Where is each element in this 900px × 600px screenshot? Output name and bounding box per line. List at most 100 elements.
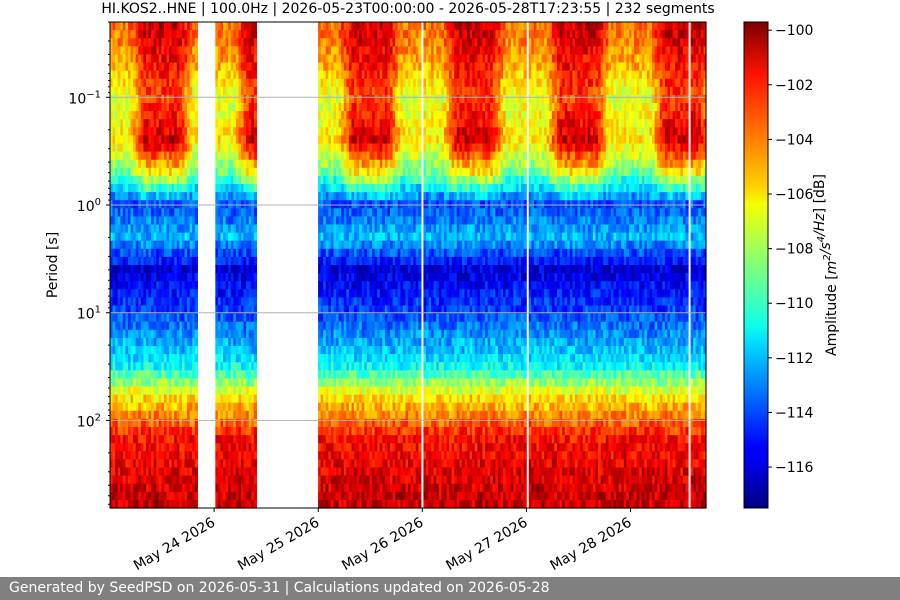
heatmap-cell xyxy=(194,394,198,404)
heatmap-cell xyxy=(153,273,157,282)
heatmap-cell xyxy=(325,78,329,88)
heatmap-cell xyxy=(122,305,127,315)
heatmap-cell xyxy=(171,208,175,217)
heatmap-cell xyxy=(187,184,191,193)
heatmap-cell xyxy=(328,362,332,371)
heatmap-cell xyxy=(143,346,147,355)
heatmap-cell xyxy=(243,30,247,39)
heatmap-cell xyxy=(181,30,186,39)
heatmap-cell xyxy=(176,167,180,177)
heatmap-cell xyxy=(156,256,160,266)
heatmap-cell xyxy=(112,151,116,161)
heatmap-cell xyxy=(246,240,250,250)
heatmap-cell xyxy=(228,103,232,112)
heatmap-cell xyxy=(338,394,342,404)
heatmap-cell xyxy=(135,297,139,307)
heatmap-cell xyxy=(110,499,114,509)
heatmap-cell xyxy=(115,30,119,39)
heatmap-cell xyxy=(333,410,337,420)
heatmap-cell xyxy=(166,184,170,193)
heatmap-cell xyxy=(166,224,170,234)
heatmap-cell xyxy=(158,78,162,88)
heatmap-cell xyxy=(117,378,121,388)
heatmap-cell xyxy=(243,256,247,266)
heatmap-cell xyxy=(140,321,144,331)
heatmap-cell xyxy=(230,386,234,396)
heatmap-cell xyxy=(325,321,329,331)
heatmap-cell xyxy=(130,46,134,55)
heatmap-cell xyxy=(225,167,229,177)
heatmap-cell xyxy=(187,346,191,355)
heatmap-cell xyxy=(361,297,365,307)
heatmap-cell xyxy=(217,491,222,501)
heatmap-cell xyxy=(333,289,337,298)
heatmap-cell xyxy=(359,337,363,347)
heatmap-cell xyxy=(348,175,353,185)
heatmap-cell xyxy=(348,216,353,226)
heatmap-cell xyxy=(122,483,127,493)
heatmap-cell xyxy=(169,410,173,420)
heatmap-cell xyxy=(192,451,196,460)
heatmap-cell xyxy=(364,119,368,128)
heatmap-cell xyxy=(220,22,224,31)
heatmap-cell xyxy=(361,362,365,371)
heatmap-cell xyxy=(122,232,127,242)
heatmap-cell xyxy=(140,370,144,379)
heatmap-cell xyxy=(359,143,363,153)
heatmap-cell xyxy=(163,281,168,290)
heatmap-cell xyxy=(151,427,155,436)
heatmap-cell xyxy=(251,30,255,39)
heatmap-cell xyxy=(238,135,242,145)
heatmap-cell xyxy=(181,346,186,355)
heatmap-cell xyxy=(184,256,188,266)
heatmap-cell xyxy=(230,70,234,80)
heatmap-cell xyxy=(346,386,350,396)
heatmap-cell xyxy=(235,167,240,177)
heatmap-cell xyxy=(235,475,240,485)
heatmap-cell xyxy=(115,321,119,331)
heatmap-cell xyxy=(120,232,124,242)
heatmap-cell xyxy=(174,410,178,420)
heatmap-cell xyxy=(328,94,332,104)
heatmap-cell xyxy=(364,184,368,193)
heatmap-cell xyxy=(181,467,186,477)
heatmap-cell xyxy=(323,46,327,55)
heatmap-cell xyxy=(330,46,335,55)
heatmap-cell xyxy=(181,22,186,31)
heatmap-cell xyxy=(127,70,132,80)
heatmap-cell xyxy=(248,362,252,371)
heatmap-cell xyxy=(343,329,347,339)
heatmap-cell xyxy=(241,256,245,266)
heatmap-cell xyxy=(235,394,240,404)
heatmap-cell xyxy=(127,159,132,169)
heatmap-cell xyxy=(318,135,322,145)
heatmap-cell xyxy=(220,46,224,55)
heatmap-cell xyxy=(125,435,129,444)
heatmap-cell xyxy=(115,167,119,177)
heatmap-cell xyxy=(253,305,258,315)
heatmap-cell xyxy=(241,184,245,193)
heatmap-cell xyxy=(220,354,224,363)
heatmap-cell xyxy=(189,78,193,88)
heatmap-cell xyxy=(138,248,142,258)
heatmap-cell xyxy=(187,427,191,436)
heatmap-cell xyxy=(356,240,360,250)
heatmap-cell xyxy=(217,54,222,64)
heatmap-cell xyxy=(130,321,134,331)
heatmap-cell xyxy=(220,435,224,444)
heatmap-cell xyxy=(161,410,165,420)
heatmap-cell xyxy=(346,54,350,64)
heatmap-cell xyxy=(251,265,255,274)
heatmap-cell xyxy=(243,321,247,331)
heatmap-cell xyxy=(117,265,121,274)
heatmap-cell xyxy=(151,467,155,477)
heatmap-cell xyxy=(153,329,157,339)
heatmap-cell xyxy=(130,192,134,201)
heatmap-cell xyxy=(174,86,178,96)
heatmap-cell xyxy=(161,224,165,234)
heatmap-cell xyxy=(192,248,196,258)
heatmap-cell xyxy=(328,451,332,460)
heatmap-cell xyxy=(143,435,147,444)
heatmap-cell xyxy=(189,354,193,363)
heatmap-cell xyxy=(163,475,168,485)
